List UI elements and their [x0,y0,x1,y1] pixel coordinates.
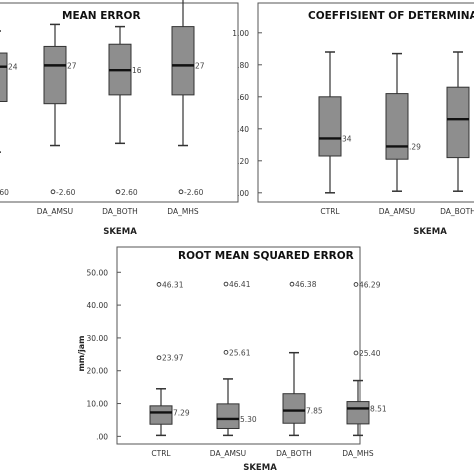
median-value-label: 7.29 [173,408,190,417]
y-axis-title: mm/jam [77,335,86,371]
box-2 [43,23,67,195]
box-2 [385,52,409,192]
x-tick-label: CTRL [320,207,340,216]
x-axis-title: SKEMA [413,227,447,237]
box-3 [108,25,132,195]
outlier-value-label: 46.38 [295,280,317,289]
chart-panel-3: ROOT MEAN SQUARED ERROR 50.00 40.00 30.00 20… [77,246,387,473]
outlier-value-label: 46.29 [359,280,381,289]
x-tick-label: DA_BOTH [102,207,138,216]
median-value-label: 24 [8,63,18,72]
x-tick-label: CTRL [151,449,171,458]
box-2 [216,281,240,437]
y-tick-label: .00 [237,189,249,198]
y-tick-label: .60 [237,93,249,102]
y-tick-label: 30.00 [87,334,109,343]
x-tick-label: DA_BOTH [276,449,312,458]
box-iqr [446,86,470,159]
box-4 [171,0,195,195]
box-4 [346,282,370,437]
y-tick-label: .00 [96,432,108,441]
box-iqr [171,26,195,96]
x-tick-label: DA_MHS [167,207,199,216]
outlier-point [223,349,229,355]
plot-frame [257,2,474,203]
outlier-point [353,350,359,356]
box-iqr [318,96,342,157]
box-iqr [43,45,67,105]
outlier-point [223,281,229,287]
y-tick-label: .80 [237,61,249,70]
y-tick-label: 20.00 [87,367,109,376]
outlier-value-label: -2.60 [56,188,76,197]
x-tick-label: DA_AMSU [37,207,73,216]
x-tick-label: DA_AMSU [379,207,415,216]
median-value-label: 27 [195,61,205,70]
outlier-value-label: .60 [0,188,9,197]
median-value-label: .29 [409,142,421,151]
median-value-label: 16 [132,66,142,75]
x-tick-label: DA_MHS [342,449,374,458]
outlier-point [178,189,184,195]
chart-panel-1: MEAN ERROR DA_AMSU DA_BOTH DA_MHS SKEMA 24 27 1… [0,0,239,237]
median-value-label: 27 [67,61,77,70]
x-tick-label: DA_AMSU [210,449,246,458]
y-tick-label: 40.00 [87,301,109,310]
y-tick-label: 10.00 [87,400,109,409]
median-value-label: 7.85 [306,407,323,416]
box-1 [0,30,8,153]
chart-title: COEFFISIENT OF DETERMINATI [308,10,474,22]
outlier-value-label: -2.60 [184,188,204,197]
median-value-label: 34 [342,134,352,143]
outlier-value-label: 25.40 [359,349,381,358]
plot-frame [116,246,361,445]
outlier-point [289,281,295,287]
outlier-value-label: 2.60 [121,188,138,197]
box-3 [282,281,306,437]
x-tick-label: DA_BOTH [440,207,474,216]
box-1 [318,51,342,194]
outlier-point [156,355,162,361]
box-iqr [216,403,240,429]
chart-title: MEAN ERROR [62,10,141,22]
outlier-point [156,282,162,287]
chart-title: ROOT MEAN SQUARED ERROR [178,250,354,262]
box-iqr [346,401,370,425]
y-tick-label: 1.00 [232,29,249,38]
box-iqr [0,52,8,102]
chart-panel-2: COEFFISIENT OF DETERMINATI 1.00 .80 .60 .40.… [232,2,474,237]
median-value-label: 8.51 [370,404,387,413]
y-tick-label: .40 [237,125,249,134]
box-3 [446,51,470,192]
outlier-value-label: 23.97 [162,354,184,363]
median-value-label: 5.30 [240,415,257,424]
box-1 [149,282,173,437]
x-axis-title: SKEMA [243,463,277,473]
outlier-value-label: 25.61 [229,348,251,357]
outlier-value-label: 46.41 [229,280,251,289]
outlier-point [353,282,359,287]
outlier-value-label: 46.31 [162,280,184,289]
box-iqr [149,405,173,425]
x-axis-title: SKEMA [103,227,137,237]
outlier-point [50,189,56,195]
box-iqr [385,93,409,160]
plot-frame [0,2,239,203]
y-tick-label: 50.00 [87,268,109,277]
y-tick-label: .20 [237,157,249,166]
outlier-point [115,189,121,195]
box-iqr [282,393,306,424]
